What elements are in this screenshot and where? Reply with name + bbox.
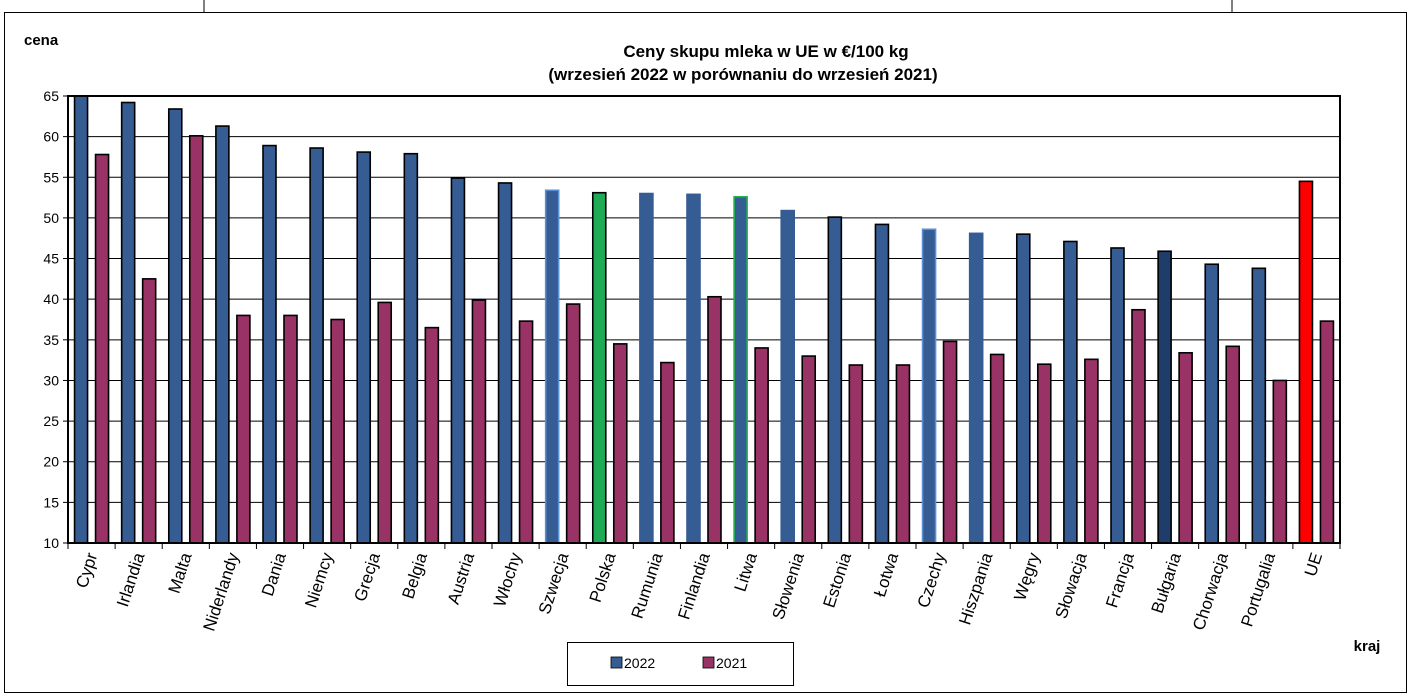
bar-2021-4 bbox=[236, 314, 251, 544]
legend-label-2021: 2021 bbox=[716, 655, 747, 671]
bar-2021-6 bbox=[330, 318, 345, 544]
bar-2021-13 bbox=[660, 361, 675, 544]
bar-2022-3 bbox=[167, 108, 183, 544]
bar-2022-18 bbox=[874, 223, 890, 544]
bar-2022-22 bbox=[1063, 240, 1078, 544]
bar-2022-16 bbox=[780, 209, 796, 544]
bar-2021-20 bbox=[989, 353, 1005, 544]
bar-2021-2 bbox=[141, 278, 157, 544]
bar-2021-26 bbox=[1272, 379, 1288, 544]
bar-2022-21 bbox=[1015, 233, 1031, 544]
bar-2022-6 bbox=[309, 147, 324, 544]
bar-2021-16 bbox=[801, 355, 817, 544]
bar-2022-12 bbox=[591, 191, 607, 544]
legend-swatch-2022 bbox=[610, 656, 623, 669]
bar-2021-3 bbox=[188, 135, 204, 544]
bar-2022-10 bbox=[497, 182, 513, 544]
legend-box bbox=[567, 642, 794, 686]
bar-2022-2 bbox=[120, 101, 136, 544]
bar-2021-8 bbox=[424, 326, 440, 544]
bar-2022-17 bbox=[827, 216, 843, 544]
bar-2021-14 bbox=[707, 295, 722, 544]
y-tick-label: 65 bbox=[43, 88, 59, 104]
y-tick-label: 50 bbox=[43, 210, 59, 226]
bar-2021-17 bbox=[848, 364, 864, 544]
bar-2021-25 bbox=[1225, 345, 1241, 544]
chart-title: Ceny skupu mleka w UE w €/100 kg bbox=[623, 42, 908, 61]
y-tick-label: 45 bbox=[43, 251, 59, 267]
y-tick-label: 25 bbox=[43, 413, 59, 429]
bar-2022-24 bbox=[1157, 250, 1172, 544]
bars bbox=[73, 95, 1335, 544]
chart-subtitle: (wrzesień 2022 w porównaniu do wrzesień … bbox=[548, 65, 937, 84]
bar-2021-9 bbox=[471, 299, 487, 544]
x-axis-label: kraj bbox=[1354, 638, 1381, 655]
y-tick-label: 40 bbox=[43, 291, 59, 307]
bar-2022-26 bbox=[1251, 267, 1267, 544]
bar-2022-25 bbox=[1204, 263, 1220, 544]
bar-2021-24 bbox=[1178, 352, 1193, 544]
bar-2021-11 bbox=[565, 303, 581, 544]
bar-2022-19 bbox=[921, 228, 937, 544]
bar-2022-11 bbox=[544, 189, 560, 544]
plot-area-border bbox=[67, 95, 1341, 544]
y-tick-label: 60 bbox=[43, 129, 59, 145]
y-tick-label: 55 bbox=[43, 169, 59, 185]
bar-2021-12 bbox=[612, 343, 628, 544]
bar-2022-23 bbox=[1110, 247, 1125, 544]
bar-2021-27 bbox=[1319, 320, 1335, 544]
y-tick-label: 20 bbox=[43, 454, 59, 470]
gridlines bbox=[68, 136, 1340, 503]
legend-label-2022: 2022 bbox=[624, 655, 655, 671]
bar-2022-15 bbox=[733, 195, 748, 544]
bar-2022-5 bbox=[262, 144, 277, 544]
y-tick-label: 10 bbox=[43, 535, 59, 551]
bar-2021-23 bbox=[1131, 308, 1146, 544]
y-tick-label: 30 bbox=[43, 372, 59, 388]
legend: 2022 2021 bbox=[567, 642, 794, 686]
y-axis-ticks: 10 15 20 25 30 35 40 45 50 55 60 65 bbox=[43, 88, 68, 551]
bar-2021-21 bbox=[1036, 363, 1052, 544]
bar-2021-22 bbox=[1084, 358, 1099, 544]
bar-2021-18 bbox=[895, 364, 911, 544]
bar-2021-1 bbox=[94, 153, 110, 544]
y-tick-label: 35 bbox=[43, 332, 59, 348]
bar-2021-15 bbox=[754, 347, 769, 544]
bar-2022-14 bbox=[686, 193, 701, 544]
bar-2022-8 bbox=[403, 152, 419, 544]
y-tick-label: 15 bbox=[43, 494, 59, 510]
bar-2022-7 bbox=[356, 151, 372, 544]
y-axis-label: cena bbox=[24, 32, 59, 49]
bar-2022-20 bbox=[968, 232, 984, 544]
bar-2022-1 bbox=[73, 95, 89, 544]
bar-2022-13 bbox=[639, 192, 654, 544]
bar-2021-7 bbox=[377, 301, 393, 544]
bar-2021-19 bbox=[942, 340, 958, 544]
bar-2021-5 bbox=[283, 314, 298, 544]
bar-2021-10 bbox=[518, 320, 534, 544]
bar-2022-9 bbox=[450, 177, 466, 544]
legend-swatch-2021 bbox=[702, 656, 715, 669]
bar-2022-27 bbox=[1298, 180, 1314, 544]
bar-2022-4 bbox=[215, 125, 230, 544]
